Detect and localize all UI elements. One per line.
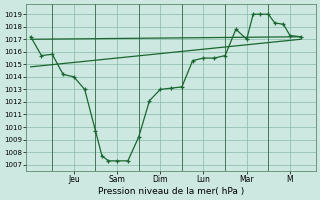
X-axis label: Pression niveau de la mer( hPa ): Pression niveau de la mer( hPa )	[98, 187, 244, 196]
